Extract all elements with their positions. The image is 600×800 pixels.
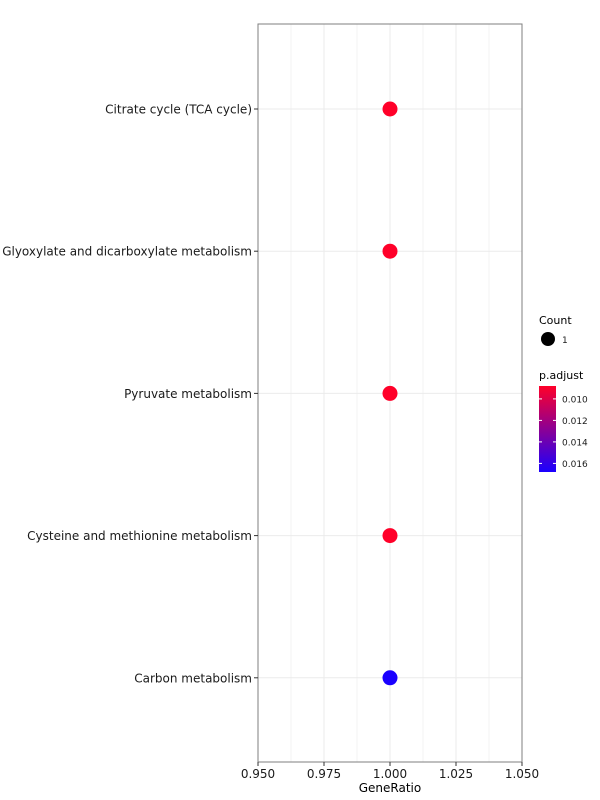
legend-count-title: Count — [539, 314, 572, 327]
colorbar-tick-label: 0.014 — [562, 438, 588, 448]
colorbar-tick-label: 0.016 — [562, 460, 588, 470]
y-tick-label: Cysteine and methionine metabolism — [27, 529, 252, 543]
x-axis-title: GeneRatio — [359, 781, 421, 795]
legend: Count 1 p.adjust 0.010 0.012 0.014 0.016 — [539, 314, 588, 472]
x-axis: 0.950 0.975 1.000 1.025 1.050 — [241, 762, 539, 781]
x-tick-label: 1.025 — [439, 767, 473, 781]
colorbar-tick-label: 0.012 — [562, 417, 588, 427]
data-point — [382, 101, 398, 117]
data-point — [382, 528, 398, 544]
y-axis: Citrate cycle (TCA cycle) Glyoxylate and … — [2, 103, 258, 685]
legend-padjust-colorbar — [539, 386, 556, 472]
y-tick-label: Carbon metabolism — [134, 671, 252, 685]
x-tick-label: 0.950 — [241, 767, 275, 781]
y-tick-label: Glyoxylate and dicarboxylate metabolism — [2, 245, 252, 259]
data-point — [382, 670, 398, 686]
data-point — [382, 243, 398, 259]
y-tick-label: Pyruvate metabolism — [124, 387, 252, 401]
legend-count-dot — [541, 332, 555, 346]
colorbar-tick-label: 0.010 — [562, 395, 588, 405]
legend-padjust-ticks: 0.010 0.012 0.014 0.016 — [539, 395, 588, 470]
y-tick-label: Citrate cycle (TCA cycle) — [105, 103, 252, 117]
data-point — [382, 385, 398, 401]
legend-count-label: 1 — [562, 336, 568, 346]
points — [382, 101, 398, 686]
x-tick-label: 1.050 — [505, 767, 539, 781]
legend-padjust-title: p.adjust — [539, 369, 584, 382]
x-tick-label: 0.975 — [307, 767, 341, 781]
x-tick-label: 1.000 — [373, 767, 407, 781]
